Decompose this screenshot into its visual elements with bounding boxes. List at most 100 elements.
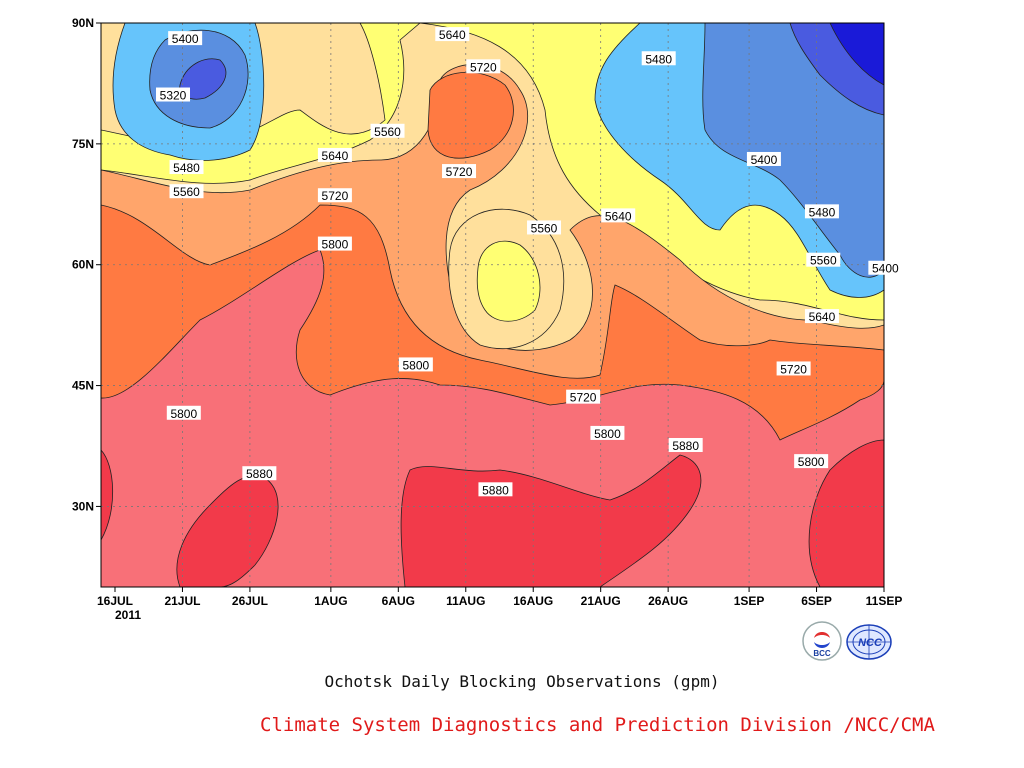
contour-label-bg [804, 309, 839, 324]
contour-label-text: 5720 [570, 391, 597, 405]
band-above-5880-a [101, 449, 114, 541]
contour-label: 5720 [776, 361, 811, 376]
x-tick-label: 1AUG [314, 594, 347, 608]
band-above-5880-d [808, 439, 884, 587]
contour-label-text: 5880 [482, 483, 509, 497]
contour-label: 5880 [242, 466, 277, 481]
contour-label-text: 5480 [173, 161, 200, 175]
contour-label-bg [590, 425, 625, 440]
contour-label: 5800 [794, 454, 829, 469]
x-tick-label: 26AUG [648, 594, 688, 608]
band-5720-patch [427, 71, 514, 159]
contour-label-text: 5640 [605, 209, 632, 223]
contour-label-text: 5720 [446, 165, 473, 179]
ncc-logo: NCC [845, 622, 893, 662]
contour-label: 5720 [317, 188, 352, 203]
contour-label-bg [317, 236, 352, 251]
y-tick-label: 90N [72, 16, 94, 30]
contour-label-bg [317, 188, 352, 203]
contour-label-bg [868, 260, 903, 275]
x-tick-label: 6SEP [801, 594, 832, 608]
contour-label-text: 5480 [809, 205, 836, 219]
contour-label-bg [478, 482, 513, 497]
contour-label-bg [804, 204, 839, 219]
contour-label-text: 5800 [170, 407, 197, 421]
x-tick-label: 6AUG [382, 594, 415, 608]
contour-label-bg [435, 27, 470, 42]
contour-label: 5800 [590, 425, 625, 441]
bcc-logo-text: BCC [813, 649, 831, 658]
chart-title: Ochotsk Daily Blocking Observations (gpm… [324, 672, 720, 691]
bcc-logo: BCC [801, 620, 843, 662]
contour-fill-layer [101, 23, 884, 587]
contour-label: 5400 [746, 151, 781, 167]
x-tick-label: 11AUG [446, 594, 485, 608]
contour-label: 5720 [566, 389, 601, 405]
contour-label: 5480 [641, 51, 676, 66]
x-tick-label: 21JUL [164, 594, 200, 608]
plot-frame [100, 22, 885, 588]
contour-label-bg [442, 164, 477, 179]
contour-label-text: 5800 [322, 238, 349, 252]
contour-label-text: 5400 [172, 32, 199, 46]
x-tick-label: 26JUL [232, 594, 268, 608]
contour-label-text: 5880 [246, 467, 273, 481]
y-axis-ticks: 30N 45N 60N 75N 90N [72, 16, 101, 513]
contour-label-bg [566, 389, 601, 404]
contour-label-bg [601, 208, 636, 223]
ncc-logo-text: NCC [858, 637, 883, 649]
contour-label-bg [168, 31, 203, 46]
contour-label: 5800 [166, 405, 201, 421]
contour-label-text: 5880 [672, 439, 699, 453]
contour-label-bg [169, 184, 204, 199]
contour-label: 5400 [868, 260, 903, 276]
contour-label-bg [527, 220, 562, 235]
contour-label-bg [370, 123, 405, 138]
contour-label-text: 5560 [531, 221, 558, 235]
contour-label: 5480 [169, 160, 204, 175]
grid [101, 23, 884, 587]
contour-label-bg [776, 361, 811, 376]
contour-label-bg [156, 87, 191, 102]
contour-label-text: 5480 [645, 52, 672, 66]
contour-label-bg [806, 252, 841, 267]
contour-label: 5560 [527, 220, 562, 235]
x-tick-label: 16JUL [97, 594, 133, 608]
contour-label: 5720 [442, 164, 477, 179]
contour-label-bg [746, 151, 781, 166]
contour-label-text: 5320 [160, 89, 187, 103]
contour-label-text: 5640 [322, 149, 349, 163]
contour-label: 5560 [370, 123, 405, 139]
contour-label-text: 5400 [872, 262, 899, 276]
contour-label: 5800 [317, 236, 352, 252]
x-tick-label: 16AUG [513, 594, 553, 608]
contour-label-bg [794, 454, 829, 469]
contour-label-text: 5560 [173, 185, 200, 199]
contour-label: 5640 [435, 27, 470, 42]
contour-label-text: 5640 [439, 28, 466, 42]
band-above-5880-c [400, 454, 702, 587]
contour-label-text: 5560 [374, 125, 401, 139]
band-5480-patch [476, 240, 541, 322]
contour-label-text: 5720 [470, 60, 497, 74]
y-tick-label: 30N [72, 499, 94, 513]
contour-label: 5800 [398, 357, 433, 372]
contour-label-bg [466, 59, 501, 74]
contour-label-text: 5400 [751, 153, 778, 167]
contour-label-bg [317, 147, 352, 162]
contour-label-bg [641, 51, 676, 66]
contour-label-text: 5720 [780, 362, 807, 376]
contour-label: 5720 [466, 59, 501, 74]
x-tick-label: 1SEP [734, 594, 765, 608]
contour-label: 5400 [168, 31, 203, 46]
contour-label-bg [668, 438, 703, 452]
contour-labels: 5400 5320 5480 5560 5640 5720 5480 5560 5640 5720… [156, 27, 903, 497]
x-axis-ticks: 16JUL 21JUL 26JUL 1AUG 6AUG 11AUG 16AUG 21AUG 26… [97, 587, 902, 608]
contour-label-text: 5560 [810, 254, 837, 268]
contour-label-bg [169, 160, 204, 175]
contour-label: 5320 [156, 87, 191, 103]
chart-credit: Climate System Diagnostics and Predictio… [260, 714, 935, 736]
contour-label-bg [166, 405, 201, 420]
y-tick-label: 75N [72, 137, 94, 151]
